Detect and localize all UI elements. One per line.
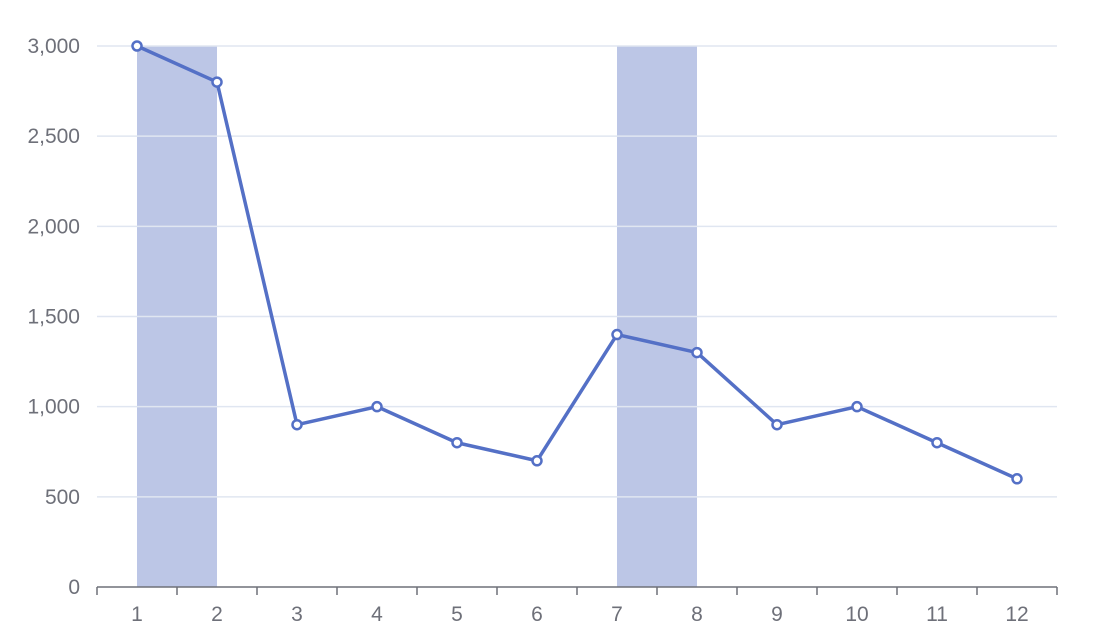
x-tick-label: 9 [771, 603, 783, 626]
data-point [371, 400, 383, 413]
x-tick-label: 7 [611, 603, 623, 626]
data-point [531, 455, 543, 467]
y-tick-label: 3,000 [27, 35, 80, 58]
series-line [136, 44, 1018, 481]
x-tick-label: 11 [926, 603, 948, 626]
data-point [451, 436, 463, 449]
y-tick-label: 1,000 [27, 396, 80, 419]
x-tick-label: 5 [451, 603, 463, 626]
data-point [771, 418, 783, 431]
x-tick-label: 10 [845, 603, 868, 626]
data-point [211, 76, 223, 88]
series-group [131, 40, 1023, 485]
y-tick-label: 2,500 [27, 125, 80, 148]
data-point [611, 328, 623, 341]
x-tick-label: 12 [1005, 603, 1028, 626]
x-tick-label: 2 [211, 603, 223, 626]
y-gridlines [97, 45, 1057, 498]
x-tick-label: 1 [131, 603, 143, 626]
y-axis-tick-labels: 0 500 1,000 1,500 2,000 2,500 3,000 [27, 35, 80, 599]
data-point [931, 436, 943, 449]
x-tick-label: 4 [371, 603, 383, 626]
x-tick-label: 6 [531, 603, 543, 626]
y-tick-label: 2,000 [27, 215, 80, 238]
y-tick-label: 500 [45, 486, 80, 509]
x-tick-label: 8 [691, 603, 703, 626]
data-point [291, 418, 303, 431]
data-point [691, 346, 703, 359]
data-point [851, 400, 863, 413]
y-tick-label: 1,500 [27, 306, 80, 329]
data-point [131, 40, 143, 52]
data-point [1011, 473, 1023, 485]
x-tick-label: 3 [291, 603, 303, 626]
x-axis: 1 2 3 4 5 6 7 8 9 10 11 12 [96, 586, 1058, 626]
y-tick-label: 0 [68, 576, 80, 599]
